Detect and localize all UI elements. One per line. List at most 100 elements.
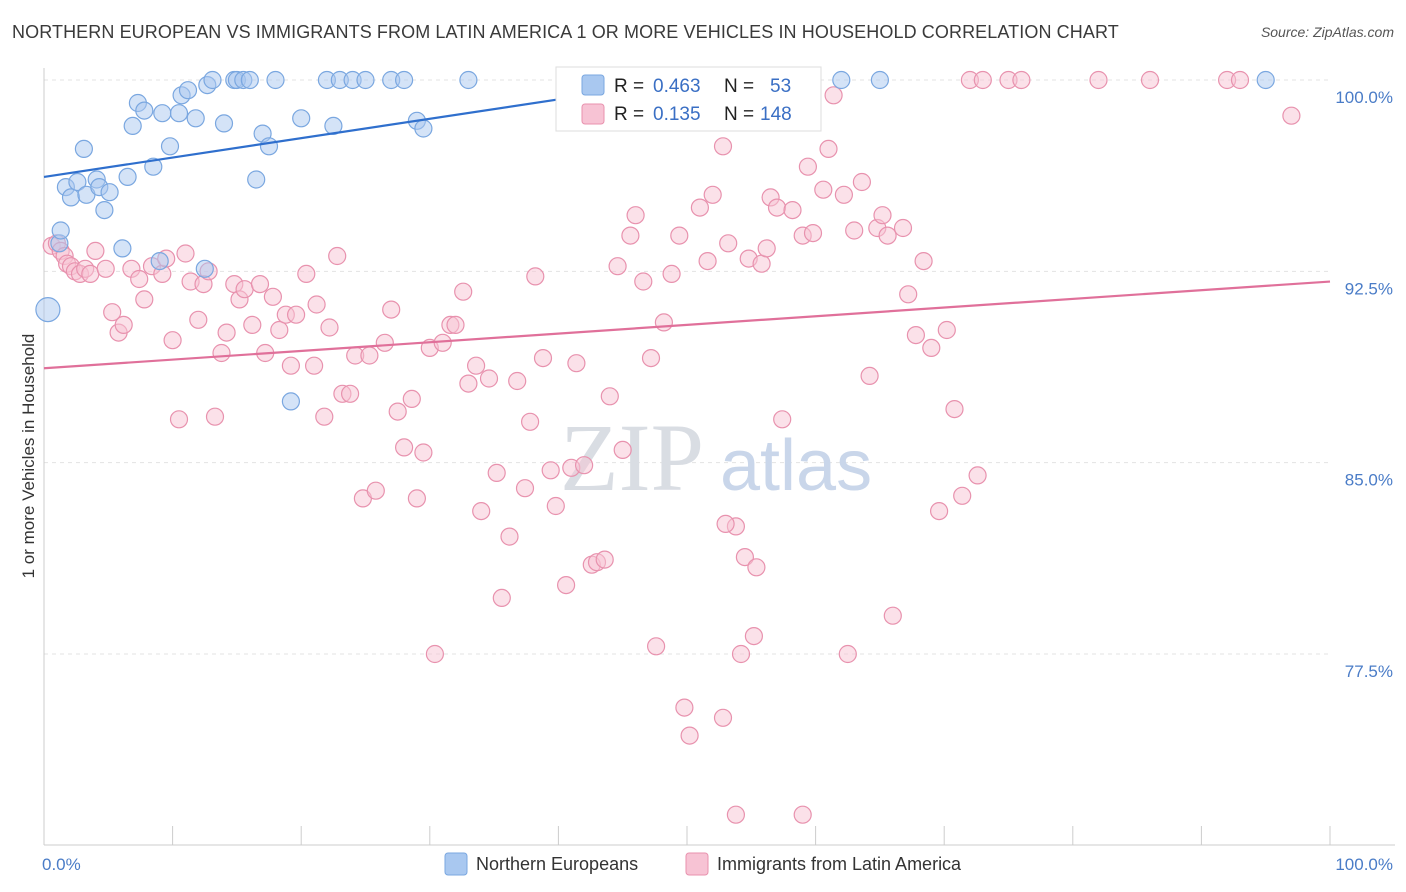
point-latin-america-152: [747, 558, 766, 577]
point-latin-america-128: [883, 606, 902, 625]
point-latin-america-133: [922, 338, 941, 357]
point-northern-european-28: [214, 114, 234, 133]
point-latin-america-58: [407, 489, 426, 508]
point-latin-america-154: [713, 708, 733, 727]
point-latin-america-146: [1230, 70, 1250, 90]
point-latin-america-55: [388, 402, 407, 421]
point-latin-america-83: [574, 456, 594, 475]
point-latin-america-132: [914, 252, 933, 271]
point-latin-america-126: [873, 206, 892, 225]
data-points: [35, 70, 1301, 824]
point-latin-america-112: [767, 198, 787, 217]
point-latin-america-68: [472, 502, 491, 521]
point-northern-european-33: [247, 170, 266, 189]
point-latin-america-91: [626, 206, 645, 225]
point-latin-america-66: [459, 374, 478, 393]
chart-title: NORTHERN EUROPEAN VS IMMIGRANTS FROM LAT…: [12, 22, 1119, 42]
point-latin-america-70: [487, 463, 506, 482]
point-latin-america-73: [508, 371, 527, 391]
point-latin-america-41: [287, 305, 306, 324]
point-northern-european-19: [153, 104, 172, 123]
stats-n-label-1: N =: [724, 76, 754, 97]
point-northern-european-47: [414, 119, 433, 138]
y-tick-label-0: 100.0%: [1335, 88, 1393, 107]
point-latin-america-80: [556, 575, 576, 595]
point-latin-america-65: [454, 282, 473, 301]
point-latin-america-71: [492, 588, 511, 608]
point-northern-european-32: [240, 70, 259, 90]
point-latin-america-113: [773, 410, 792, 429]
point-latin-america-59: [414, 443, 433, 462]
source-credit: Source: ZipAtlas.com: [1260, 24, 1394, 40]
point-latin-america-34: [243, 315, 262, 334]
point-northern-european-0: [35, 297, 61, 323]
point-latin-america-37: [263, 287, 282, 306]
point-latin-america-104: [719, 234, 738, 253]
point-latin-america-45: [320, 318, 339, 337]
point-latin-america-9: [81, 264, 100, 283]
legend-label-northern-europeans: Northern Europeans: [476, 854, 638, 874]
point-latin-america-51: [360, 346, 379, 365]
point-latin-america-116: [798, 157, 818, 176]
point-latin-america-94: [646, 637, 666, 656]
point-latin-america-109: [752, 254, 771, 273]
stats-r-label-1: R =: [614, 76, 644, 97]
point-latin-america-134: [929, 502, 949, 521]
point-latin-america-54: [382, 300, 401, 319]
point-latin-america-44: [315, 407, 334, 426]
y-tick-label-3: 77.5%: [1345, 662, 1393, 681]
point-latin-america-144: [1140, 70, 1160, 90]
point-northern-european-51: [870, 70, 890, 90]
point-latin-america-127: [878, 226, 897, 245]
point-northern-european-6: [74, 139, 94, 158]
point-latin-america-100: [690, 198, 710, 217]
point-northern-european-12: [113, 239, 132, 258]
point-northern-european-38: [292, 109, 311, 128]
point-latin-america-124: [860, 366, 879, 385]
point-latin-america-78: [541, 461, 560, 480]
point-latin-america-46: [328, 246, 347, 266]
point-northern-european-27: [203, 70, 222, 90]
point-northern-european-52: [1256, 70, 1275, 90]
stats-n-value-2: 148: [760, 104, 792, 125]
point-latin-america-95: [654, 313, 674, 332]
point-latin-america-38: [270, 320, 289, 340]
point-latin-america-21: [163, 331, 182, 350]
point-latin-america-48: [341, 384, 360, 403]
y-axis-title: 1 or more Vehicles in Household: [19, 334, 38, 579]
point-northern-european-20: [160, 137, 180, 156]
point-latin-america-129: [893, 218, 913, 238]
point-northern-european-14: [123, 116, 142, 136]
point-latin-america-82: [567, 354, 586, 373]
point-latin-america-12: [103, 303, 122, 322]
point-northern-european-2: [51, 221, 70, 240]
point-latin-america-131: [906, 326, 926, 345]
point-latin-america-69: [479, 369, 499, 388]
point-northern-european-48: [459, 70, 478, 90]
point-northern-european-45: [395, 70, 414, 90]
point-latin-america-117: [803, 224, 823, 243]
point-latin-america-29: [212, 343, 231, 363]
point-northern-european-36: [266, 70, 285, 90]
x-tick-label-left: 0.0%: [42, 855, 81, 874]
point-latin-america-118: [814, 180, 833, 199]
point-latin-america-88: [608, 257, 627, 276]
point-latin-america-114: [783, 201, 802, 220]
point-latin-america-11: [96, 259, 115, 278]
point-latin-america-74: [515, 479, 535, 498]
stats-n-label-2: N =: [724, 104, 754, 125]
point-latin-america-142: [1012, 70, 1031, 90]
point-latin-america-110: [757, 239, 776, 258]
point-northern-european-18: [150, 252, 169, 271]
legend-swatch-northern-europeans: [444, 852, 468, 876]
grid-lines: [44, 79, 1330, 655]
point-latin-america-35: [250, 275, 270, 294]
point-latin-america-122: [845, 221, 864, 240]
point-latin-america-149: [793, 805, 812, 824]
point-latin-america-136: [945, 400, 964, 419]
point-northern-european-43: [356, 70, 375, 90]
point-latin-america-135: [937, 320, 956, 340]
point-latin-america-14: [114, 315, 133, 334]
point-latin-america-102: [703, 185, 722, 204]
